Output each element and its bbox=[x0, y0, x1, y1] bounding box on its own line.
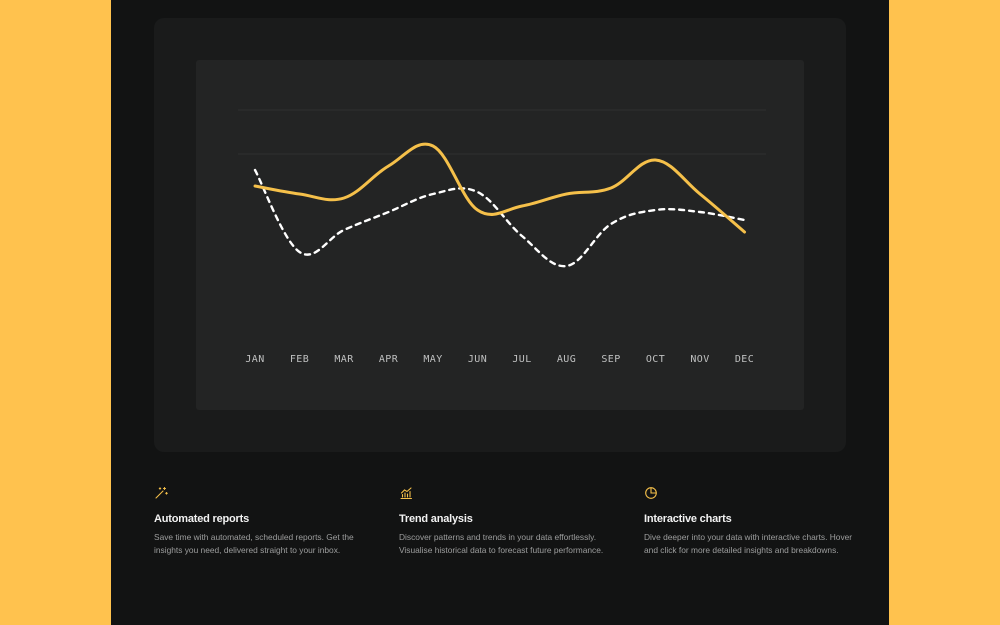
trend-chart-icon bbox=[400, 487, 413, 500]
x-axis-labels: JAN FEB MAR APR MAY JUN JUL AUG SEP OCT NOV DEC bbox=[245, 354, 754, 365]
series-line-dashed[interactable] bbox=[253, 168, 746, 268]
feature-description: Save time with automated, scheduled repo… bbox=[154, 532, 354, 555]
feature-automated-reports: Automated reports Save time with automat… bbox=[154, 486, 364, 557]
chart-gridlines bbox=[238, 109, 766, 155]
feature-description: Discover patterns and trends in your dat… bbox=[399, 532, 604, 555]
feature-description: Dive deeper into your data with interact… bbox=[644, 532, 853, 555]
line-chart[interactable]: JAN FEB MAR APR MAY JUN JUL AUG SEP OCT NOV DEC bbox=[196, 60, 804, 410]
x-tick-label: AUG bbox=[557, 354, 576, 365]
x-tick-label: APR bbox=[379, 354, 399, 365]
x-tick-label: JUL bbox=[512, 354, 531, 365]
x-tick-label: OCT bbox=[646, 354, 665, 365]
magic-wand-icon bbox=[155, 486, 168, 499]
x-tick-label: MAR bbox=[334, 354, 354, 365]
feature-title: Interactive charts bbox=[644, 513, 732, 525]
x-tick-label: NOV bbox=[690, 354, 709, 365]
x-tick-label: SEP bbox=[601, 354, 620, 365]
x-tick-label: DEC bbox=[735, 354, 754, 365]
feature-title: Trend analysis bbox=[399, 513, 473, 525]
chart-series bbox=[253, 142, 746, 268]
x-tick-label: JUN bbox=[468, 354, 487, 365]
series-line-solid[interactable] bbox=[253, 142, 746, 234]
feature-title: Automated reports bbox=[154, 513, 249, 525]
pie-chart-icon bbox=[645, 487, 657, 499]
chart-panel: JAN FEB MAR APR MAY JUN JUL AUG SEP OCT NOV DEC bbox=[196, 60, 804, 410]
x-tick-label: MAY bbox=[423, 354, 442, 365]
x-tick-label: JAN bbox=[245, 354, 264, 365]
feature-trend-analysis: Trend analysis Discover patterns and tre… bbox=[399, 486, 609, 557]
feature-interactive-charts: Interactive charts Dive deeper into your… bbox=[644, 486, 854, 557]
x-tick-label: FEB bbox=[290, 354, 309, 365]
